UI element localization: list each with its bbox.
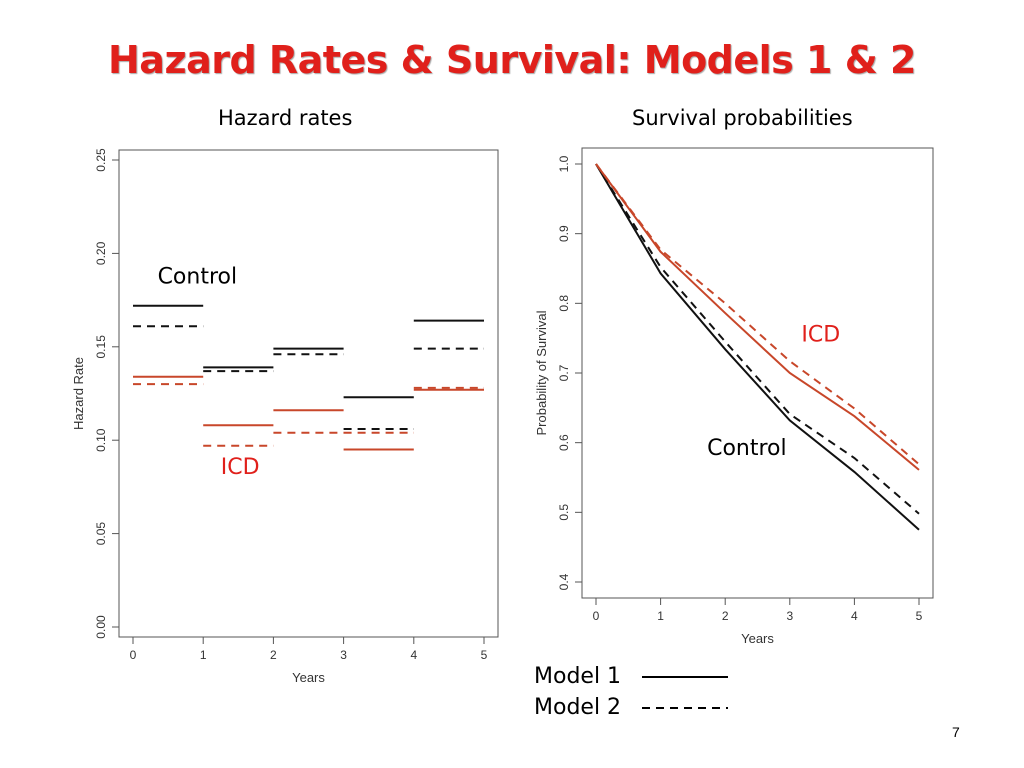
survival-chart-title: Survival probabilities	[632, 106, 853, 130]
hazard-x-axis-label: Years	[292, 670, 325, 685]
hazard-y-tick-label: 0.05	[94, 522, 108, 546]
slide-title: Hazard Rates & Survival: Models 1 & 2	[108, 38, 917, 82]
survival-x-tick-label: 2	[722, 609, 729, 623]
hazard-y-tick-label: 0.20	[94, 241, 108, 265]
hazard-chart-title: Hazard rates	[218, 106, 353, 130]
survival-icd-label: ICD	[801, 323, 840, 348]
legend-model-2: Model 2	[534, 695, 732, 720]
survival-y-tick-label: 1.0	[557, 155, 571, 172]
survival-y-tick-label: 0.4	[557, 573, 571, 590]
survival-probability-chart: 0 1 2 3 4 5 0.4 0.5 0.6 0.7 0.8 0.9 1.0 Years Probabil…	[534, 147, 934, 646]
survival-line-icd-model2	[595, 163, 920, 466]
hazard-y-tick-label: 0.25	[94, 148, 108, 172]
hazard-y-tick-label: 0.00	[94, 615, 108, 639]
page-number: 7	[952, 724, 960, 740]
legend-solid-line	[642, 676, 729, 678]
hazard-y-axis-label: Hazard Rate	[71, 357, 86, 430]
hazard-x-tick-label: 1	[200, 648, 207, 662]
legend-model-1: Model 1	[534, 664, 732, 689]
survival-x-tick-label: 5	[916, 609, 923, 623]
survival-x-tick-label: 3	[786, 609, 793, 623]
survival-y-tick-label: 0.5	[557, 504, 571, 521]
hazard-x-tick-label: 2	[270, 648, 277, 662]
hazard-x-tick-label: 3	[340, 648, 347, 662]
hazard-x-tick-label: 4	[410, 648, 417, 662]
hazard-y-tick-label: 0.10	[94, 428, 108, 452]
survival-control-label: Control	[707, 436, 787, 461]
survival-y-tick-label: 0.9	[557, 225, 571, 242]
hazard-plot-frame	[118, 149, 499, 638]
legend-model-1-label: Model 1	[534, 664, 622, 689]
survival-x-tick-label: 1	[657, 609, 664, 623]
survival-y-tick-label: 0.8	[557, 295, 571, 312]
legend-model-2-label: Model 2	[534, 695, 622, 720]
hazard-y-tick-label: 0.15	[94, 335, 108, 359]
hazard-rate-chart: 0 1 2 3 4 5 0.00 0.05 0.10 0.15 0.20 0.25 Years Hazar…	[71, 148, 499, 685]
survival-line-icd-model1	[595, 163, 920, 471]
survival-x-tick-label: 4	[851, 609, 858, 623]
hazard-icd-label: ICD	[221, 455, 260, 480]
hazard-x-tick-label: 5	[481, 648, 488, 662]
survival-y-tick-label: 0.7	[557, 364, 571, 381]
survival-x-axis-label: Years	[741, 631, 774, 646]
survival-line-control-model1	[595, 163, 920, 531]
survival-x-tick-label: 0	[593, 609, 600, 623]
survival-line-control-model2	[595, 163, 920, 515]
survival-y-tick-label: 0.6	[557, 434, 571, 451]
legend-dashed-line	[642, 707, 729, 709]
hazard-control-label: Control	[158, 264, 238, 289]
survival-y-axis-label: Probability of Survival	[534, 310, 549, 435]
hazard-x-tick-label: 0	[130, 648, 137, 662]
